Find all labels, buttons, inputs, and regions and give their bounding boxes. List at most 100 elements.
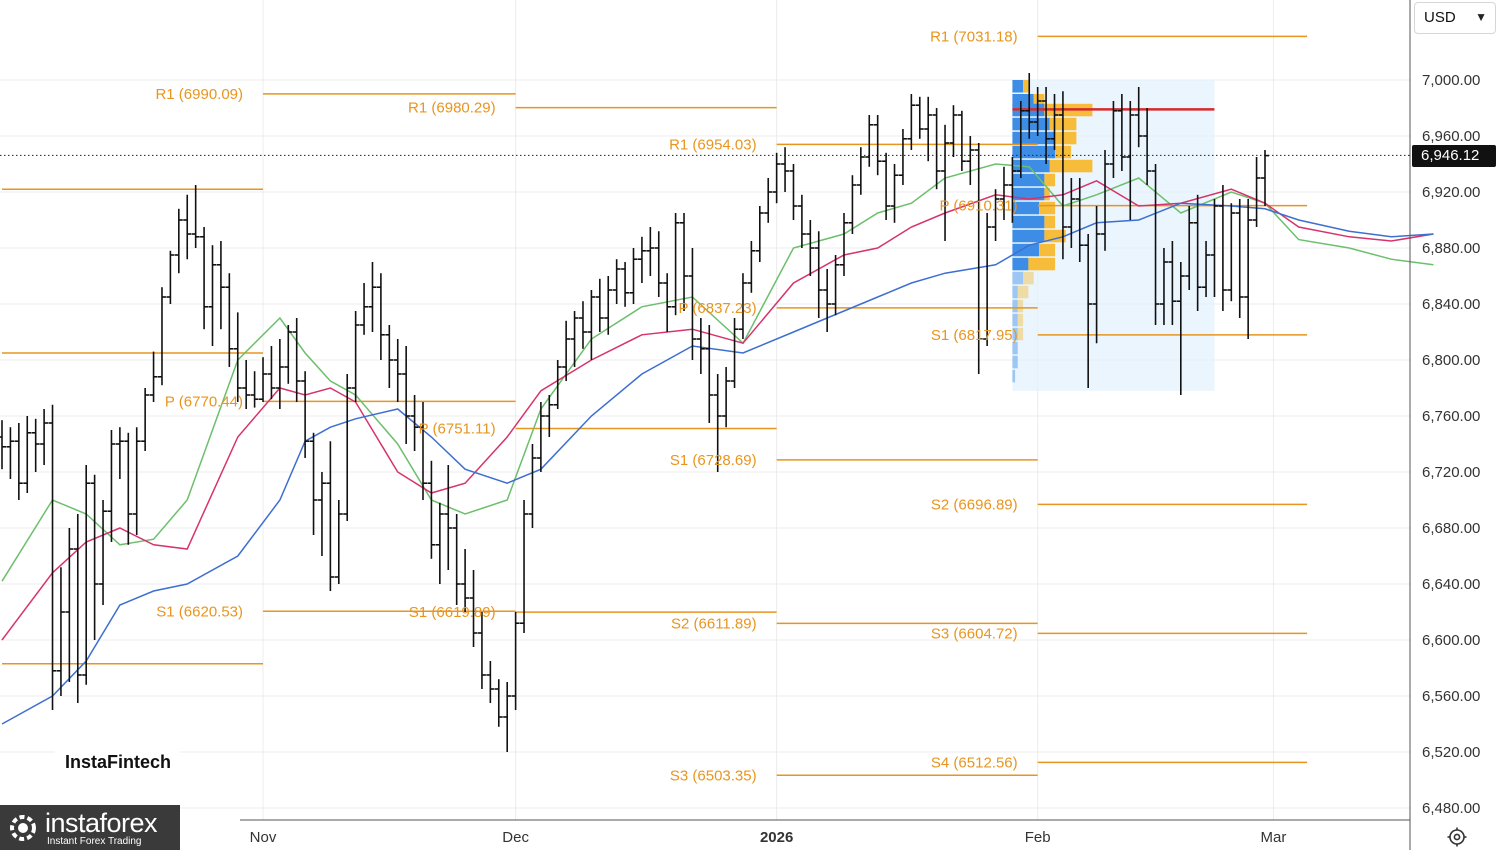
ohlc-bars <box>0 73 1269 752</box>
ohlc-bar <box>494 679 503 727</box>
ohlc-bar <box>755 206 764 262</box>
pivot-levels <box>0 35 1410 777</box>
x-tick-label: Dec <box>502 829 529 846</box>
ohlc-bar <box>974 143 983 374</box>
ohlc-bar <box>1176 262 1185 395</box>
ohlc-bar <box>1235 199 1244 318</box>
ohlc-bar <box>1134 87 1143 148</box>
pivot-label: P (6837.23) <box>679 300 757 317</box>
ohlc-bar <box>99 500 108 605</box>
ohlc-bar <box>789 164 798 220</box>
pivot-label: S3 (6503.35) <box>670 767 757 784</box>
ohlc-bar <box>360 283 369 335</box>
ohlc-bar <box>898 129 907 185</box>
ohlc-bar <box>385 325 394 388</box>
ohlc-bar <box>949 105 958 157</box>
ohlc-bar <box>461 549 470 612</box>
pivot-label: S1 (6620.53) <box>156 603 243 620</box>
ohlc-bar <box>1042 87 1051 164</box>
y-tick-label: 6,840.00 <box>1422 296 1480 313</box>
ohlc-bar <box>124 432 133 545</box>
ohlc-bar <box>730 318 739 388</box>
currency-select[interactable]: USD ▼ <box>1414 2 1496 34</box>
y-tick-label: 6,920.00 <box>1422 184 1480 201</box>
ohlc-bar <box>141 388 150 451</box>
ohlc-bar <box>671 213 680 316</box>
ohlc-bar <box>873 115 882 176</box>
ohlc-bar <box>166 250 175 304</box>
ohlc-bar <box>621 262 630 307</box>
ohlc-bar <box>267 346 276 400</box>
ohlc-bar <box>393 339 402 402</box>
pivot-label: S4 (6512.56) <box>931 754 1018 771</box>
volume-bin-sell <box>1044 229 1066 243</box>
volume-bin-buy <box>1012 173 1045 187</box>
ohlc-bar <box>40 409 49 465</box>
ohlc-bar <box>1101 150 1110 251</box>
ohlc-bar <box>132 427 141 535</box>
ohlc-bar <box>1084 234 1093 388</box>
volume-bin-buy <box>1012 80 1024 93</box>
ohlc-bar <box>612 259 621 304</box>
y-tick-label: 6,880.00 <box>1422 240 1480 257</box>
ohlc-bar <box>890 164 899 223</box>
ohlc-bar <box>781 147 790 192</box>
y-tick-label: 6,760.00 <box>1422 408 1480 425</box>
ohlc-bar <box>73 514 82 703</box>
ohlc-bar <box>216 241 225 330</box>
moving-average-line <box>1 163 1434 582</box>
ohlc-bar <box>208 245 217 346</box>
ohlc-bar <box>1092 206 1101 344</box>
ohlc-bar <box>200 227 209 330</box>
ohlc-bar <box>90 474 99 640</box>
current-price-badge: 6,946.12 <box>1412 145 1496 167</box>
ohlc-bar <box>1025 73 1034 139</box>
ohlc-bar <box>999 166 1008 220</box>
ohlc-bar <box>343 374 352 521</box>
ohlc-bar <box>149 351 158 402</box>
ohlc-bar <box>738 273 747 339</box>
ohlc-bar <box>528 444 537 528</box>
volume-bin-sell <box>1023 80 1029 93</box>
ohlc-bar <box>317 472 326 556</box>
ohlc-bar <box>284 325 293 384</box>
ohlc-bar <box>747 241 756 293</box>
instaforex-logo: instaforex Instant Forex Trading <box>0 805 180 850</box>
settings-icon[interactable] <box>1446 826 1468 848</box>
volume-bin-buy <box>1012 201 1040 215</box>
ohlc-bar <box>545 395 554 437</box>
ohlc-bar <box>865 115 874 167</box>
ohlc-bar <box>595 278 604 332</box>
ohlc-bar <box>536 402 545 472</box>
ohlc-bar <box>1033 87 1042 136</box>
volume-bin-buy <box>1012 131 1056 145</box>
volume-bin-sell <box>1039 201 1056 215</box>
ohlc-bar <box>435 502 444 584</box>
ohlc-bar <box>696 318 705 374</box>
ohlc-bar <box>991 189 1000 241</box>
volume-bin-buy <box>1012 243 1040 257</box>
ohlc-bar <box>823 269 832 332</box>
ohlc-bar <box>6 427 15 479</box>
ohlc-bar <box>259 357 268 402</box>
ohlc-bar <box>1126 101 1135 220</box>
ohlc-bar <box>983 213 992 346</box>
ohlc-bar <box>242 360 251 409</box>
volume-bin-buy <box>1012 145 1056 159</box>
ohlc-bar <box>368 262 377 332</box>
ohlc-bar <box>932 108 941 190</box>
ohlc-bar <box>856 147 865 195</box>
ohlc-bar <box>831 255 840 316</box>
y-tick-label: 6,960.00 <box>1422 128 1480 145</box>
volume-bin-sell <box>1044 187 1050 201</box>
ohlc-bar <box>444 465 453 570</box>
ohlc-bar <box>275 339 284 409</box>
ohlc-bar <box>65 528 74 682</box>
ohlc-bar <box>511 612 520 710</box>
ohlc-bar <box>250 371 259 408</box>
ohlc-bar <box>957 110 966 171</box>
ohlc-bar <box>183 194 192 260</box>
pivot-label: S1 (6728.69) <box>670 452 757 469</box>
